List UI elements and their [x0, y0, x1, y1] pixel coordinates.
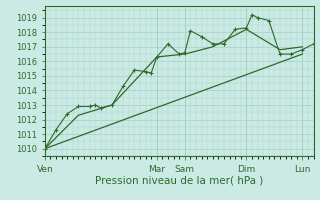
- X-axis label: Pression niveau de la mer( hPa ): Pression niveau de la mer( hPa ): [95, 175, 263, 185]
